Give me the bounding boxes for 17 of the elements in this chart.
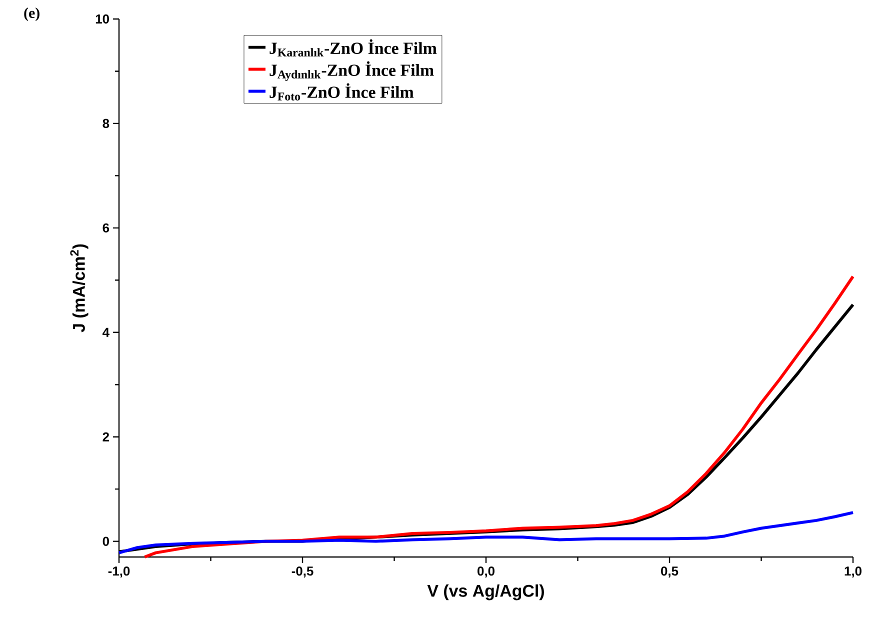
y-tick-label: 2 bbox=[102, 432, 109, 442]
x-tick-label: 0,5 bbox=[661, 566, 678, 578]
y-tick-label: 10 bbox=[96, 14, 109, 24]
y-tick-label: 6 bbox=[102, 223, 110, 232]
x-tick-label: 0,0 bbox=[478, 566, 494, 578]
legend-label: J$_{Aydınlık}$-ZnO İnce Film bbox=[270, 61, 434, 81]
legend-label: J$_{Foto}$-ZnO İnce Film bbox=[270, 83, 414, 100]
x-tick-label: 1,0 bbox=[844, 566, 862, 578]
y-tick-label: 4 bbox=[102, 328, 110, 337]
text: (e) bbox=[24, 8, 40, 22]
x-tick-label: -0,5 bbox=[292, 566, 314, 578]
y-tick-label: 0 bbox=[102, 536, 109, 546]
y-tick-label: 8 bbox=[102, 118, 110, 128]
legend-label: J$_{Karanlık}$-ZnO İnce Film bbox=[270, 39, 437, 57]
x-tick-label: -1,0 bbox=[108, 566, 130, 578]
y-axis-title: J (mA/cm$^{2}$) bbox=[70, 244, 88, 332]
x-axis-title: V (vs Ag/AgCl) bbox=[427, 584, 544, 600]
